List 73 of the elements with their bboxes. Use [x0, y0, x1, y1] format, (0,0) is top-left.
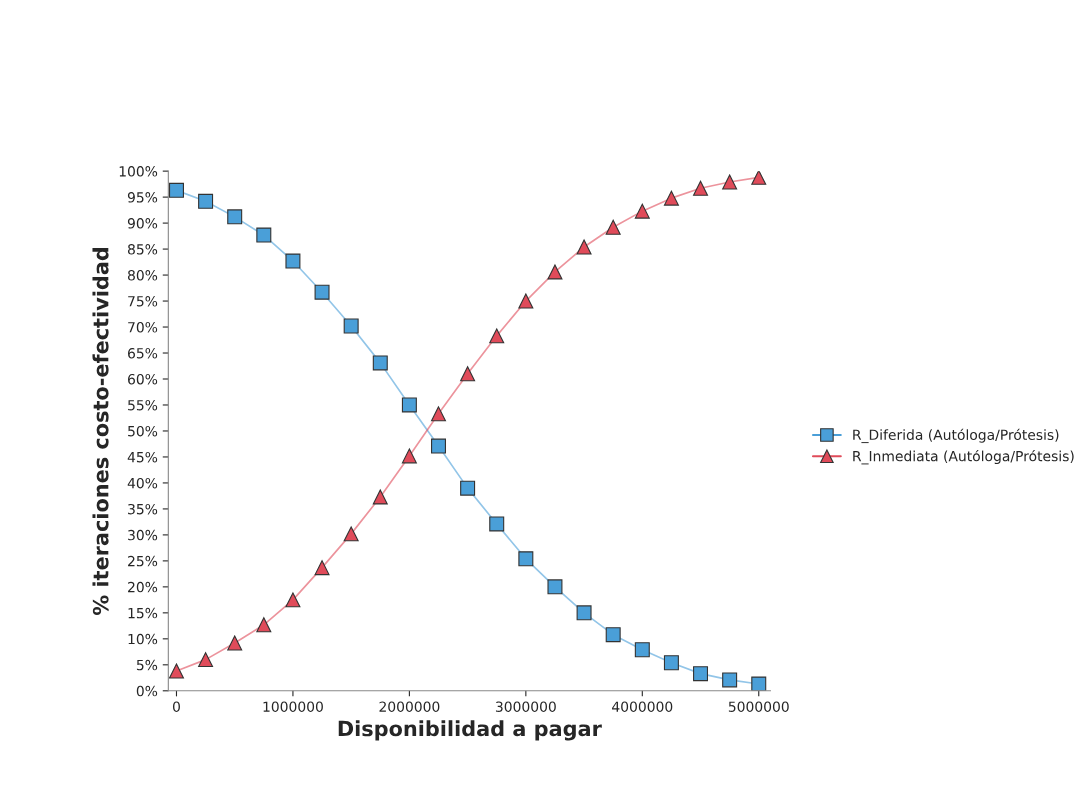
point — [314, 284, 330, 300]
y-tick-label: 45% — [127, 451, 158, 463]
point — [198, 652, 214, 668]
point — [634, 642, 650, 658]
point — [663, 655, 679, 671]
point — [168, 182, 184, 198]
point — [547, 264, 563, 280]
point — [605, 627, 621, 643]
y-tick-label: 95% — [127, 192, 158, 203]
point — [285, 253, 301, 269]
point — [227, 635, 243, 651]
point — [401, 397, 417, 413]
point — [518, 293, 534, 309]
y-tick-label: 30% — [128, 529, 158, 541]
point — [547, 579, 563, 595]
point — [663, 190, 679, 206]
point — [518, 551, 534, 567]
y-tick-label: 75% — [128, 296, 158, 307]
y-tick-label: 25% — [128, 555, 158, 567]
point — [693, 180, 709, 196]
y-tick-label: 65% — [128, 347, 158, 359]
x-tick-label: 1000000 — [263, 701, 323, 712]
point — [256, 617, 272, 633]
point — [489, 328, 505, 344]
point — [168, 663, 184, 679]
point — [314, 560, 330, 576]
point — [751, 171, 767, 185]
point — [722, 672, 738, 688]
y-tick-label: 70% — [128, 322, 158, 333]
y-tick-label: 100% — [119, 166, 158, 177]
point — [460, 366, 476, 382]
point — [198, 193, 214, 209]
point — [605, 219, 621, 235]
x-tick-label: 0 — [172, 701, 180, 712]
y-axis-title: % iteraciones costo-efectividad — [92, 247, 109, 616]
y-tick-label: 15% — [128, 607, 158, 619]
y-tick-label: 85% — [127, 244, 158, 255]
point — [634, 203, 650, 219]
point — [576, 605, 592, 621]
point — [489, 516, 505, 532]
x-tick-label: 5000000 — [728, 701, 789, 712]
point — [693, 666, 709, 682]
y-tick-label: 20% — [128, 581, 158, 593]
x-tick-label: 3000000 — [495, 701, 556, 712]
y-tick-label: 35% — [128, 503, 158, 515]
point — [401, 448, 417, 464]
point — [431, 438, 447, 454]
legend-label: R_Diferida (Autóloga/Prótesis) — [853, 428, 1059, 444]
y-tick-label: 5% — [136, 659, 158, 671]
point — [372, 489, 388, 505]
y-tick-label: 50% — [128, 425, 158, 437]
y-tick-label: 80% — [127, 270, 158, 281]
x-tick-label: 4000000 — [612, 701, 673, 712]
legend-label: R_Inmediata (Autóloga/Prótesis) — [853, 450, 1074, 465]
point — [372, 355, 388, 371]
point — [343, 526, 359, 542]
x-tick-label: 2000000 — [379, 701, 440, 712]
y-tick-label: 55% — [128, 399, 158, 411]
y-tick-label: 60% — [128, 373, 158, 385]
point — [751, 676, 767, 691]
y-tick-label: 40% — [127, 477, 158, 489]
y-tick-label: 0% — [136, 685, 158, 697]
point — [431, 406, 447, 422]
point — [460, 480, 476, 496]
y-tick-label: 90% — [127, 218, 158, 229]
point — [227, 209, 243, 225]
point — [722, 174, 738, 190]
point — [576, 239, 592, 255]
y-tick-label: 10% — [128, 633, 158, 645]
x-axis-title: Disponibilidad a pagar — [338, 720, 602, 741]
point — [256, 227, 272, 243]
point — [285, 592, 301, 608]
point — [343, 318, 359, 334]
